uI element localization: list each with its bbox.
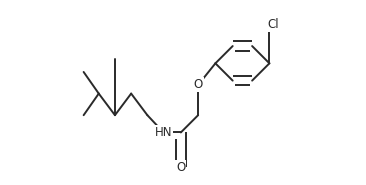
Text: Cl: Cl (267, 18, 279, 31)
Text: HN: HN (155, 126, 172, 139)
Text: O: O (194, 78, 203, 91)
Text: O: O (176, 161, 186, 174)
